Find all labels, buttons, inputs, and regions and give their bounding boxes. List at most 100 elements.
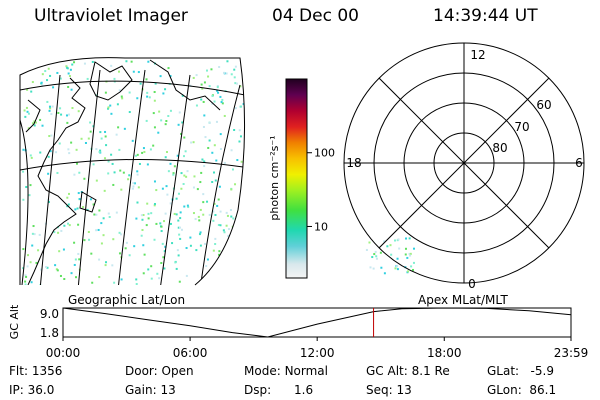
emission-pixel xyxy=(169,202,172,205)
emission-pixel xyxy=(375,255,378,258)
emission-pixel xyxy=(27,254,30,257)
emission-pixel xyxy=(200,98,203,101)
emission-pixel xyxy=(67,222,70,225)
time-label: 14:39:44 UT xyxy=(433,6,538,26)
emission-pixel xyxy=(133,182,136,185)
emission-pixel xyxy=(46,79,49,82)
emission-pixel xyxy=(223,231,226,234)
emission-pixel xyxy=(179,217,182,220)
emission-pixel xyxy=(197,215,200,218)
emission-pixel xyxy=(31,81,34,84)
emission-pixel xyxy=(201,87,204,90)
emission-pixel xyxy=(102,217,105,220)
emission-pixel xyxy=(107,106,110,109)
emission-pixel xyxy=(29,184,32,187)
parallel-line xyxy=(20,80,245,96)
emission-pixel xyxy=(150,265,153,268)
geographic-label: Geographic Lat/Lon xyxy=(68,293,186,307)
emission-pixel xyxy=(223,114,226,117)
emission-pixel xyxy=(230,149,233,152)
emission-pixel xyxy=(212,249,215,252)
emission-pixel xyxy=(159,75,162,78)
emission-pixel xyxy=(110,153,113,156)
emission-pixel xyxy=(213,100,216,103)
emission-pixel xyxy=(216,89,219,92)
emission-pixel xyxy=(198,219,201,222)
emission-pixel xyxy=(371,256,374,259)
emission-pixel xyxy=(142,147,145,150)
emission-pixel xyxy=(123,127,126,130)
emission-pixel xyxy=(33,120,36,123)
emission-pixel xyxy=(182,155,185,158)
emission-pixel xyxy=(87,137,90,140)
emission-pixel xyxy=(27,112,30,115)
emission-pixel xyxy=(206,258,209,261)
emission-pixel xyxy=(67,203,70,206)
emission-pixel xyxy=(180,132,183,135)
emission-pixel xyxy=(69,68,72,71)
emission-pixel xyxy=(409,254,412,257)
info-item: Flt: 1356 xyxy=(9,364,63,378)
emission-pixel xyxy=(133,245,136,248)
coastline-island xyxy=(89,61,133,101)
emission-pixel xyxy=(153,180,156,183)
emission-pixel xyxy=(76,162,79,165)
emission-pixel xyxy=(199,231,202,234)
emission-pixel xyxy=(169,222,172,225)
emission-pixel xyxy=(203,81,206,84)
emission-pixel xyxy=(240,160,243,163)
emission-pixel xyxy=(135,283,138,285)
emission-pixel xyxy=(408,237,411,240)
emission-pixel xyxy=(169,162,172,165)
emission-pixel xyxy=(89,130,92,133)
emission-pixel xyxy=(57,231,60,234)
emission-pixel xyxy=(233,68,236,71)
emission-pixel xyxy=(95,229,98,232)
emission-pixel xyxy=(117,126,120,129)
emission-pixel xyxy=(107,212,110,215)
emission-pixel xyxy=(25,106,28,109)
info-item: GC Alt: 8.1 Re xyxy=(366,364,450,378)
emission-pixel xyxy=(199,181,202,184)
emission-pixel xyxy=(233,76,236,79)
emission-pixel xyxy=(230,73,233,76)
emission-pixel xyxy=(58,250,61,253)
emission-pixel xyxy=(135,217,138,220)
emission-pixel xyxy=(48,105,51,108)
polar-diagonal xyxy=(378,77,550,249)
emission-pixel xyxy=(179,237,182,240)
emission-pixel xyxy=(24,274,27,277)
emission-pixel xyxy=(211,151,214,154)
emission-pixel xyxy=(239,85,242,88)
emission-pixel xyxy=(177,192,180,195)
emission-pixel xyxy=(88,238,91,241)
emission-pixel xyxy=(99,149,102,152)
emission-pixel xyxy=(200,171,203,174)
emission-pixel xyxy=(208,121,211,124)
emission-pixel xyxy=(31,122,34,125)
emission-pixel xyxy=(80,137,83,140)
emission-pixel xyxy=(409,252,412,255)
emission-pixel xyxy=(146,202,149,205)
emission-pixel xyxy=(62,248,65,251)
emission-pixel xyxy=(33,233,36,236)
emission-pixel xyxy=(33,124,36,127)
emission-pixel xyxy=(160,262,163,265)
emission-pixel xyxy=(373,253,376,256)
emission-pixel xyxy=(56,71,59,74)
colorbar-ticks: 100 10 xyxy=(307,147,335,233)
emission-pixel xyxy=(39,118,42,121)
emission-pixel xyxy=(396,265,399,268)
emission-pixel xyxy=(104,135,107,138)
emission-pixel xyxy=(26,265,29,268)
emission-pixel xyxy=(98,258,101,261)
emission-pixel xyxy=(180,172,183,175)
emission-pixel xyxy=(234,107,237,110)
emission-pixel xyxy=(104,130,107,133)
emission-pixel xyxy=(121,97,124,100)
emission-pixel xyxy=(220,101,223,104)
emission-pixel xyxy=(182,183,185,186)
emission-pixel xyxy=(100,222,103,225)
emission-pixel xyxy=(163,250,166,253)
emission-pixel xyxy=(230,188,233,191)
